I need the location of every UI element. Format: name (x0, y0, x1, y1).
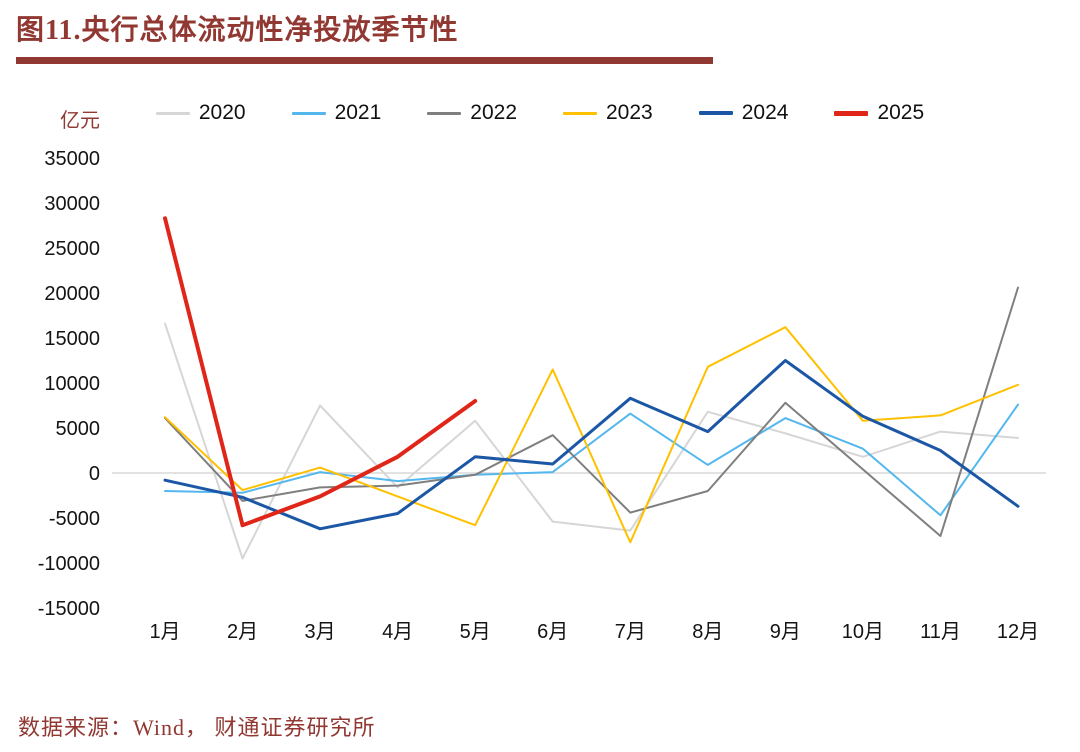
line-chart: 35000 30000 25000 20000 15000 10000 5000 0 -5000… (38, 148, 1046, 643)
y-tick-label: -5000 (49, 508, 100, 530)
y-tick-label: -10000 (38, 553, 100, 575)
legend-swatch-2025 (834, 110, 869, 116)
x-tick-label: 1月 (149, 621, 180, 643)
legend-item-2024: 2024 (698, 101, 789, 125)
legend-label-2024: 2024 (741, 101, 789, 124)
legend-label-2020: 2020 (198, 101, 246, 124)
x-tick-label: 3月 (305, 621, 336, 643)
x-tick-label: 10月 (842, 621, 884, 643)
legend-item-2021: 2021 (291, 101, 382, 125)
legend-item-2023: 2023 (563, 101, 653, 125)
x-tick-label: 2月 (227, 621, 258, 643)
figure-title: 图11.央行总体流动性净投放季节性 (16, 15, 459, 46)
unit-label: 亿元 (60, 110, 100, 132)
legend-item-2020: 2020 (155, 101, 246, 125)
legend-label-2023: 2023 (606, 101, 653, 124)
title-underline (16, 57, 713, 64)
y-tick-label: 5000 (56, 418, 101, 440)
series-line-2021 (164, 403, 1019, 517)
y-tick-label: 30000 (44, 193, 100, 215)
legend-swatch-2024 (698, 111, 733, 115)
y-axis-labels: 35000 30000 25000 20000 15000 10000 5000 0 -5000… (38, 148, 100, 620)
legend-item-2022: 2022 (427, 101, 517, 125)
x-tick-label: 11月 (920, 621, 961, 643)
legend-label-2025: 2025 (877, 101, 925, 124)
x-tick-label: 4月 (382, 621, 413, 643)
y-tick-label: 15000 (44, 328, 100, 350)
y-tick-label: 25000 (44, 238, 100, 260)
y-tick-label: -15000 (38, 598, 100, 620)
series-line-2022 (164, 286, 1019, 537)
x-tick-label: 6月 (537, 621, 568, 643)
x-axis-labels: 1月 2月 3月 4月 5月 6月 7月 8月 9月 10月 11月 12月 (149, 621, 1039, 643)
y-tick-label: 10000 (44, 373, 100, 395)
x-tick-label: 12月 (997, 621, 1039, 643)
x-tick-label: 9月 (770, 621, 801, 643)
figure-header: 图11.央行总体流动性净投放季节性 (16, 8, 713, 64)
legend-label-2022: 2022 (470, 101, 517, 124)
y-tick-label: 35000 (44, 148, 100, 170)
legend-item-2025: 2025 (834, 101, 924, 125)
y-tick-label: 20000 (44, 283, 100, 305)
legend-swatch-2022 (427, 111, 462, 115)
legend-label-2021: 2021 (334, 101, 382, 124)
x-tick-label: 7月 (615, 621, 646, 643)
series-line-2020 (164, 322, 1019, 560)
y-tick-label: 0 (89, 463, 100, 485)
legend-swatch-2023 (563, 111, 597, 115)
legend-swatch-2020 (155, 111, 190, 115)
series-line-2025 (163, 216, 478, 528)
data-source: 数据来源：Wind， 财通证券研究所 (18, 715, 376, 740)
legend-swatch-2021 (291, 111, 326, 115)
series-line-2023 (164, 326, 1019, 544)
series-line-2024 (163, 359, 1020, 531)
x-tick-label: 8月 (692, 621, 723, 643)
chart-legend: 2020 2021 2022 2023 2024 2025 (0, 101, 1080, 125)
x-tick-label: 5月 (460, 621, 491, 643)
